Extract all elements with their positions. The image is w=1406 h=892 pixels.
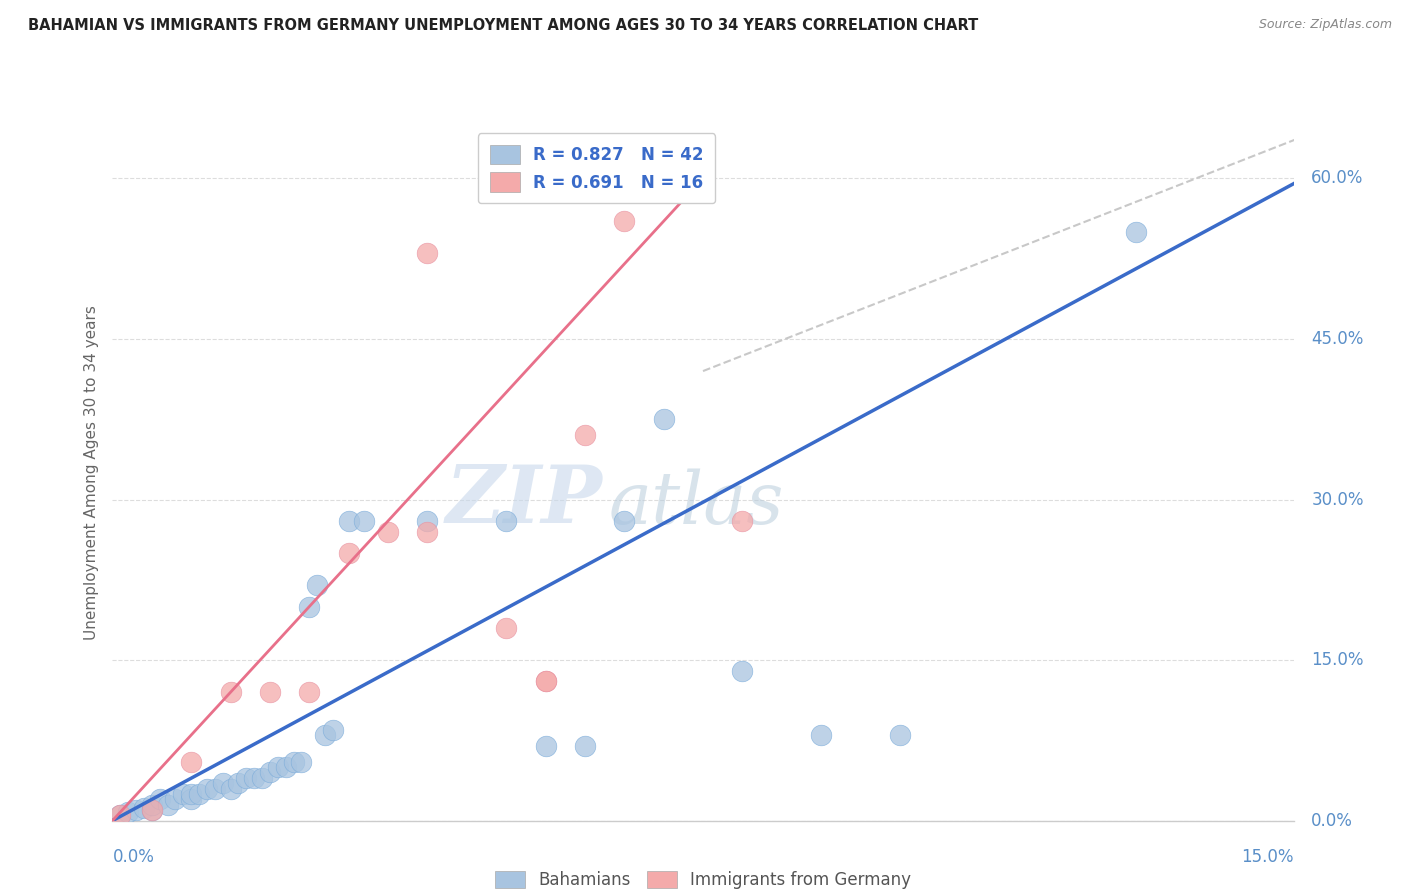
Point: [337, 546, 360, 560]
Point: [337, 514, 360, 528]
Point: [125, 803, 148, 817]
Point: [322, 723, 344, 737]
Point: [377, 524, 399, 539]
Point: [534, 739, 557, 753]
Point: [188, 787, 211, 801]
Text: 15.0%: 15.0%: [1312, 651, 1364, 669]
Text: atlas: atlas: [609, 469, 785, 540]
Text: 30.0%: 30.0%: [1312, 491, 1364, 508]
Point: [416, 514, 439, 528]
Point: [149, 792, 172, 806]
Point: [314, 728, 336, 742]
Point: [889, 728, 911, 742]
Point: [180, 787, 202, 801]
Point: [219, 685, 242, 699]
Point: [165, 792, 187, 806]
Point: [495, 514, 517, 528]
Point: [156, 797, 179, 812]
Y-axis label: Unemployment Among Ages 30 to 34 years: Unemployment Among Ages 30 to 34 years: [83, 305, 98, 640]
Point: [613, 214, 636, 228]
Point: [267, 760, 290, 774]
Point: [141, 803, 163, 817]
Text: 45.0%: 45.0%: [1312, 330, 1364, 348]
Text: ZIP: ZIP: [446, 462, 603, 540]
Text: 0.0%: 0.0%: [1312, 812, 1353, 830]
Point: [731, 664, 754, 678]
Point: [204, 781, 226, 796]
Point: [180, 755, 202, 769]
Point: [110, 808, 132, 822]
Point: [228, 776, 250, 790]
Point: [195, 781, 218, 796]
Text: 60.0%: 60.0%: [1312, 169, 1364, 187]
Point: [180, 792, 202, 806]
Point: [574, 739, 596, 753]
Point: [274, 760, 297, 774]
Point: [141, 797, 163, 812]
Point: [613, 514, 636, 528]
Point: [731, 514, 754, 528]
Point: [1125, 225, 1147, 239]
Point: [172, 787, 194, 801]
Point: [219, 781, 242, 796]
Point: [416, 246, 439, 260]
Point: [250, 771, 273, 785]
Point: [534, 674, 557, 689]
Text: BAHAMIAN VS IMMIGRANTS FROM GERMANY UNEMPLOYMENT AMONG AGES 30 TO 34 YEARS CORRE: BAHAMIAN VS IMMIGRANTS FROM GERMANY UNEM…: [28, 18, 979, 33]
Point: [243, 771, 266, 785]
Point: [211, 776, 233, 790]
Legend: R = 0.827   N = 42, R = 0.691   N = 16: R = 0.827 N = 42, R = 0.691 N = 16: [478, 133, 716, 203]
Point: [307, 578, 329, 592]
Point: [290, 755, 312, 769]
Point: [416, 524, 439, 539]
Point: [259, 765, 281, 780]
Point: [495, 621, 517, 635]
Point: [141, 803, 163, 817]
Point: [574, 428, 596, 442]
Point: [235, 771, 257, 785]
Text: Source: ZipAtlas.com: Source: ZipAtlas.com: [1258, 18, 1392, 31]
Point: [810, 728, 832, 742]
Point: [298, 599, 321, 614]
Point: [259, 685, 281, 699]
Point: [283, 755, 305, 769]
Point: [298, 685, 321, 699]
Point: [132, 801, 155, 815]
Point: [652, 412, 675, 426]
Text: 15.0%: 15.0%: [1241, 848, 1294, 866]
Point: [353, 514, 375, 528]
Point: [534, 674, 557, 689]
Point: [117, 805, 139, 819]
Point: [110, 808, 132, 822]
Text: 0.0%: 0.0%: [112, 848, 155, 866]
